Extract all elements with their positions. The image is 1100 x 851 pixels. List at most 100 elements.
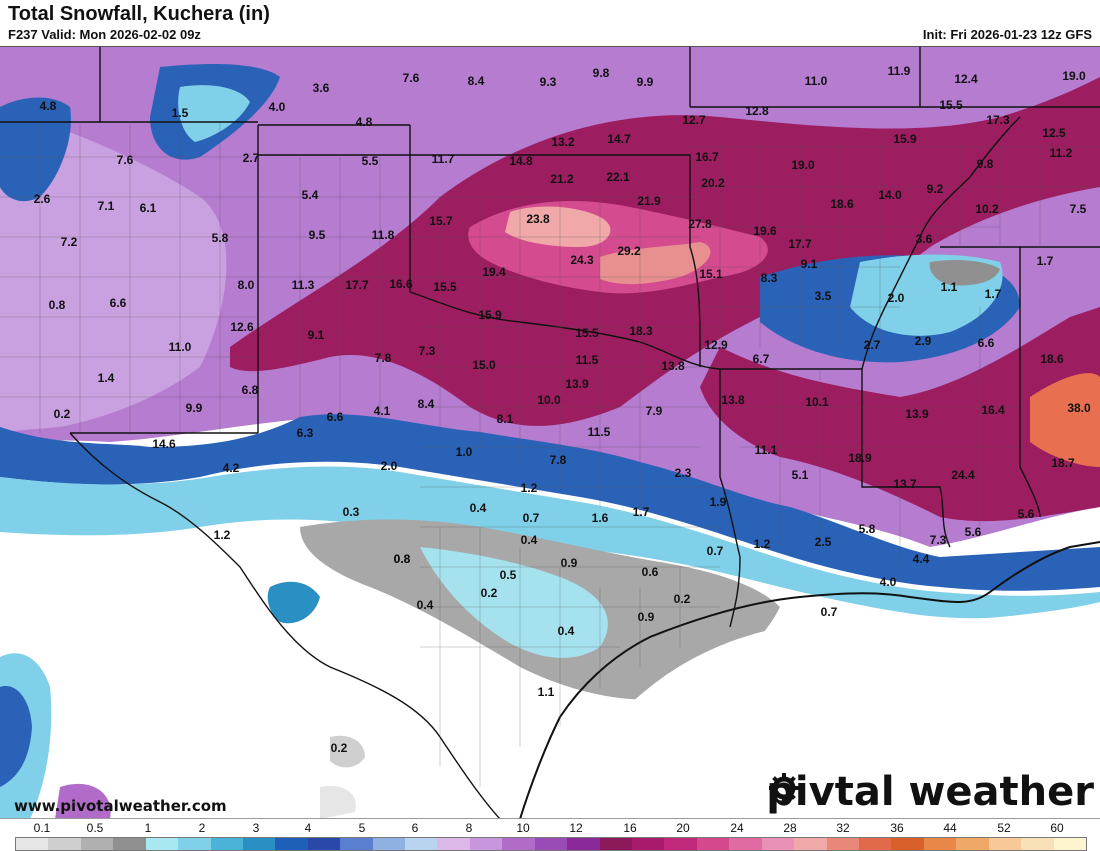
snowfall-value-label: 3.5 — [814, 289, 832, 303]
legend-swatch — [113, 838, 146, 850]
legend-tick-label: 0.5 — [86, 821, 104, 835]
snowfall-value-label: 19.6 — [753, 224, 777, 238]
snowfall-value-label: 13.9 — [565, 377, 589, 391]
snowfall-value-label: 2.7 — [863, 338, 881, 352]
brand-text-right: tal weather — [834, 769, 1094, 815]
snowfall-value-label: 1.0 — [455, 445, 473, 459]
snowfall-value-label: 12.9 — [704, 338, 728, 352]
snowfall-value-label: 38.0 — [1067, 401, 1091, 415]
legend-swatch — [145, 838, 179, 850]
snowfall-value-label: 21.9 — [637, 194, 661, 208]
snowfall-value-label: 6.3 — [296, 426, 314, 440]
snowfall-value-label: 4.2 — [222, 461, 240, 475]
snowfall-value-label: 7.5 — [1069, 202, 1087, 216]
snowfall-value-label: 7.8 — [374, 351, 392, 365]
snowfall-value-label: 15.0 — [472, 358, 496, 372]
legend-tick-label: 16 — [623, 821, 637, 835]
snow-field-blue — [0, 414, 1100, 591]
legend-tick-label: 24 — [730, 821, 744, 835]
snowfall-value-label: 5.8 — [211, 231, 229, 245]
snowfall-value-label: 1.1 — [537, 685, 555, 699]
snowfall-value-label: 2.3 — [674, 466, 692, 480]
snowfall-value-label: 9.9 — [185, 401, 203, 415]
website-url[interactable]: www.pivotalweather.com — [14, 797, 227, 815]
snowfall-value-label: 9.5 — [308, 228, 326, 242]
legend-tick-label: 8 — [465, 821, 473, 835]
legend-tick-label: 3 — [252, 821, 260, 835]
snowfall-value-label: 18.6 — [830, 197, 854, 211]
snowfall-value-label: 7.3 — [929, 533, 947, 547]
snowfall-value-label: 12.8 — [745, 104, 769, 118]
snowfall-value-label: 12.7 — [682, 113, 706, 127]
snowfall-value-label: 1.2 — [753, 537, 771, 551]
snowfall-value-label: 17.7 — [788, 237, 812, 251]
snowfall-value-label: 18.9 — [848, 451, 872, 465]
legend-tick-label: 32 — [836, 821, 850, 835]
state-borders — [0, 47, 1100, 819]
legend-tick-label: 2 — [198, 821, 206, 835]
snowfall-value-label: 7.1 — [97, 199, 115, 213]
snowfall-value-label: 2.5 — [814, 535, 832, 549]
snowfall-value-label: 11.5 — [575, 353, 599, 367]
legend-bar — [15, 837, 1087, 851]
snowfall-value-label: 11.3 — [291, 278, 315, 292]
snowfall-value-label: 17.7 — [345, 278, 369, 292]
snowfall-value-label: 1.2 — [520, 481, 538, 495]
snowfall-value-label: 8.3 — [760, 271, 778, 285]
snowfall-value-label: 15.5 — [939, 98, 963, 112]
snowfall-value-label: 1.2 — [213, 528, 231, 542]
legend-swatch — [891, 838, 924, 850]
snowfall-value-label: 10.2 — [975, 202, 999, 216]
snowfall-value-label: 5.5 — [361, 154, 379, 168]
snowfall-value-label: 14.7 — [607, 132, 631, 146]
snowfall-value-label: 0.2 — [673, 592, 691, 606]
snowfall-value-label: 13.2 — [551, 135, 575, 149]
legend-swatch — [923, 838, 957, 850]
snowfall-value-label: 9.1 — [800, 257, 818, 271]
snowfall-value-label: 2.6 — [33, 192, 51, 206]
snowfall-value-label: 10.1 — [805, 395, 829, 409]
snowfall-value-label: 16.7 — [695, 150, 719, 164]
snowfall-value-label: 1.6 — [591, 511, 609, 525]
legend-tick-label: 44 — [943, 821, 957, 835]
snowfall-value-label: 0.8 — [393, 552, 411, 566]
legend-swatch — [632, 838, 665, 850]
snowfall-value-label: 6.1 — [139, 201, 157, 215]
snowfall-value-label: 11.5 — [587, 425, 611, 439]
snowfall-value-label: 9.9 — [636, 75, 654, 89]
snowfall-value-label: 8.4 — [417, 397, 435, 411]
snowfall-value-label: 0.4 — [469, 501, 487, 515]
snowfall-value-label: 0.2 — [330, 741, 348, 755]
snowfall-value-label: 14.0 — [878, 188, 902, 202]
snowfall-value-label: 11.2 — [1049, 146, 1073, 160]
snowfall-value-label: 4.4 — [912, 552, 930, 566]
snowfall-value-label: 5.4 — [301, 188, 319, 202]
snowfall-value-label: 29.2 — [617, 244, 641, 258]
snowfall-value-label: 11.0 — [804, 74, 828, 88]
snowfall-value-label: 20.2 — [701, 176, 725, 190]
snowfall-value-label: 22.1 — [606, 170, 630, 184]
snowfall-value-label: 12.6 — [230, 320, 254, 334]
legend-swatch — [826, 838, 859, 850]
legend-swatch — [696, 838, 730, 850]
snowfall-value-label: 11.9 — [887, 64, 911, 78]
snowfall-value-label: 1.7 — [984, 287, 1002, 301]
legend-swatch — [794, 838, 827, 850]
snowfall-value-label: 0.4 — [416, 598, 434, 612]
snowfall-value-label: 1.9 — [709, 495, 727, 509]
snowfall-value-label: 0.7 — [820, 605, 838, 619]
snowfall-value-label: 2.9 — [914, 334, 932, 348]
snowfall-value-label: 14.6 — [152, 437, 176, 451]
snowfall-value-label: 8.1 — [496, 412, 514, 426]
snowfall-value-label: 2.0 — [887, 291, 905, 305]
snowfall-value-label: 23.8 — [526, 212, 550, 226]
snowfall-value-label: 18.7 — [1051, 456, 1075, 470]
snowfall-value-label: 4.8 — [355, 115, 373, 129]
valid-time: F237 Valid: Mon 2026-02-02 09z — [8, 27, 201, 42]
legend-swatch — [1053, 838, 1086, 850]
snowfall-value-label: 3.6 — [915, 232, 933, 246]
snowfall-value-label: 0.4 — [557, 624, 575, 638]
snowfall-value-label: 5.6 — [964, 525, 982, 539]
snowfall-value-label: 14.8 — [509, 154, 533, 168]
snowfall-map[interactable]: 4.8 1.5 4.0 3.6 7.6 8.4 9.3 9.8 9.9 11.0 11.9 12.4 1… — [0, 46, 1100, 819]
